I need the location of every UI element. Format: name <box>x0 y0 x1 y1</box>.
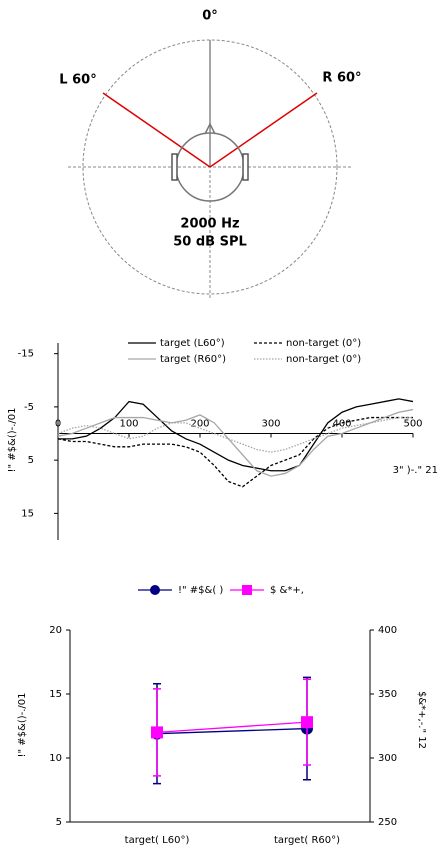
right-label: R 60° <box>322 71 361 86</box>
legend-marker <box>150 585 160 595</box>
y-tick-label: 15 <box>49 689 62 700</box>
front-label: 0° <box>202 9 218 24</box>
y2-tick-label: 400 <box>378 625 397 636</box>
y-tick-label: 5 <box>28 455 34 466</box>
x-tick-label: 500 <box>403 419 422 430</box>
head-diagram: 0° L 60° R 60° 2000 Hz 50 dB SPL <box>59 9 362 300</box>
x-tick-label: 300 <box>261 419 280 430</box>
x-tick-label: 100 <box>119 419 138 430</box>
y2-tick-label: 300 <box>378 753 397 764</box>
legend-label: non-target (0°) <box>286 338 361 349</box>
series-line <box>156 727 308 735</box>
y-axis-label: !" #$&()-./01 <box>17 692 28 757</box>
y-tick-label: -5 <box>24 402 34 413</box>
left-line <box>102 92 211 168</box>
legend-label: $ &*+, <box>270 585 304 596</box>
legend-label: target (R60°) <box>160 354 226 365</box>
series-line <box>57 408 414 477</box>
x-axis-label: 3" )-." 21 <box>393 465 438 476</box>
legend-label: !" #$&( ) <box>178 585 223 596</box>
x-tick-label: target( R60°) <box>274 835 340 846</box>
series-line <box>58 398 414 472</box>
y-tick-label: 20 <box>49 625 62 636</box>
right-line <box>209 92 318 168</box>
y-tick-label: -15 <box>18 349 34 360</box>
x-tick-label: 0 <box>55 419 61 430</box>
x-tick-label: 200 <box>190 419 209 430</box>
marker <box>301 716 313 729</box>
x-tick-label: 400 <box>332 419 351 430</box>
legend-label: non-target (0°) <box>286 354 361 365</box>
y-tick-label: 5 <box>56 817 62 828</box>
y-axis-label: !" #$&()-./01 <box>7 407 18 472</box>
azimuth-circle <box>82 39 338 295</box>
series-line <box>156 721 308 734</box>
legend-marker <box>242 585 252 595</box>
frequency-label: 2000 Hz <box>180 217 239 232</box>
nose <box>204 122 216 135</box>
marker <box>151 726 163 739</box>
x-tick-label: target( L60°) <box>125 835 190 846</box>
y2-tick-label: 350 <box>378 689 397 700</box>
series-line <box>57 416 413 488</box>
level-label: 50 dB SPL <box>173 235 247 250</box>
y-tick-label: 15 <box>21 508 34 519</box>
left-ear <box>171 153 178 181</box>
right-ear <box>242 153 249 181</box>
left-label: L 60° <box>59 73 96 88</box>
y2-tick-label: 250 <box>378 817 397 828</box>
y2-axis-label: $&*+,-." 12 <box>416 691 427 749</box>
legend-label: target (L60°) <box>160 338 225 349</box>
y-tick-label: 10 <box>49 753 62 764</box>
